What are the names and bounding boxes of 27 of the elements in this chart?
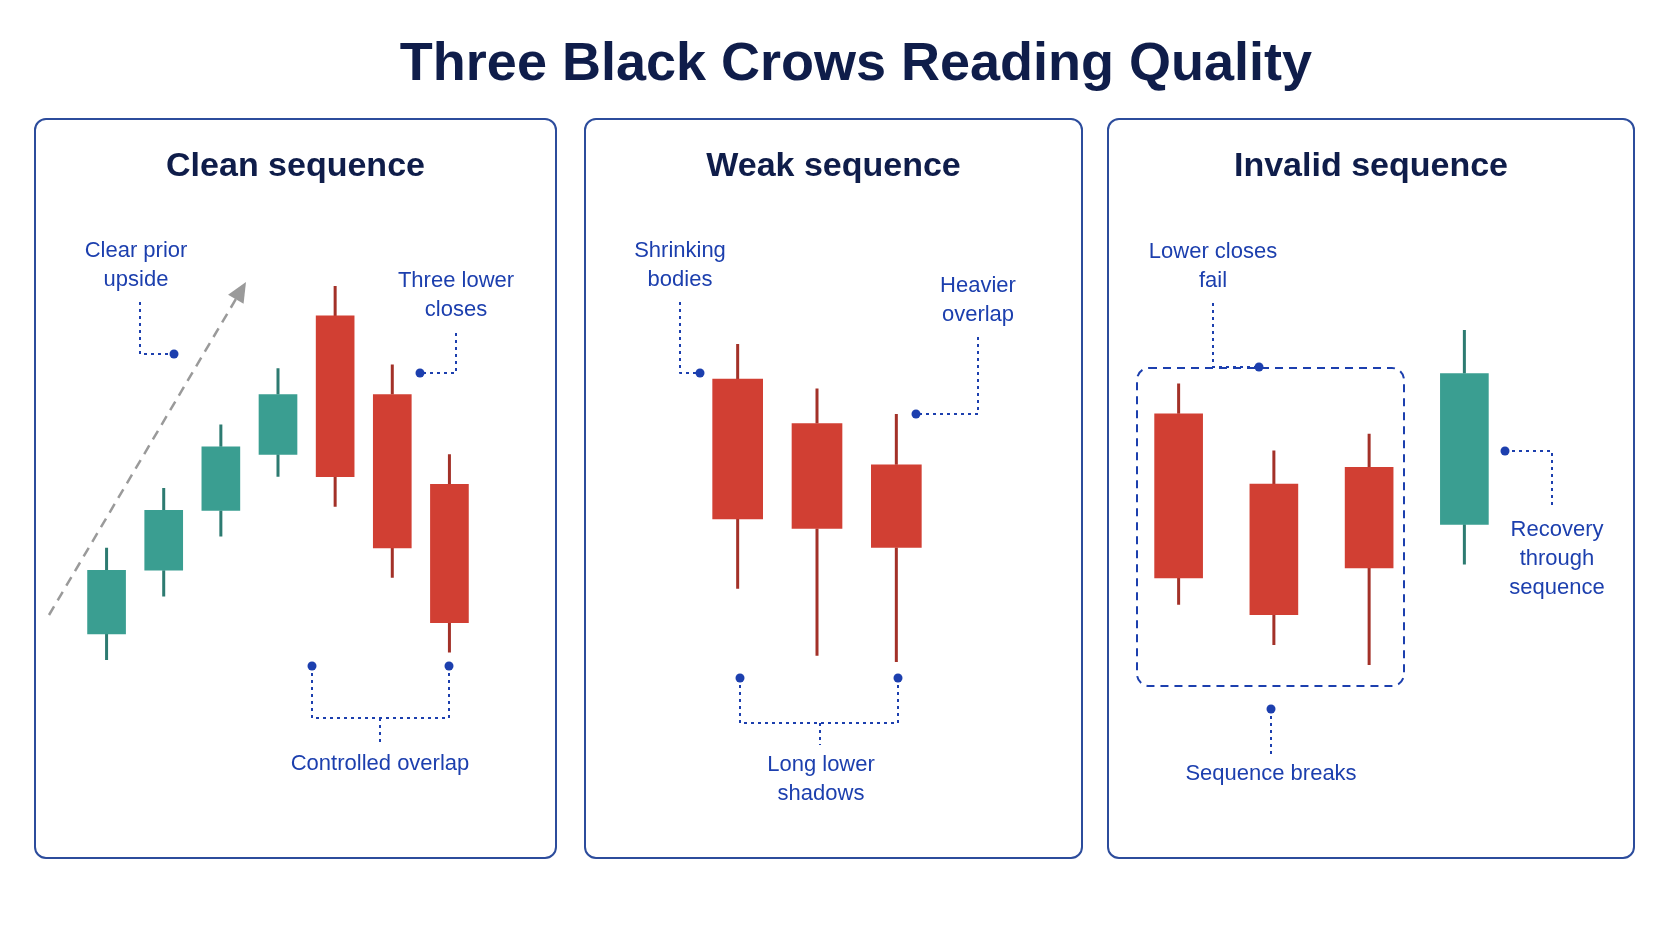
candlestick [712, 344, 763, 589]
candlestick [1440, 330, 1489, 565]
candlestick [258, 368, 298, 477]
candlestick [1249, 450, 1299, 645]
candlestick [1344, 433, 1394, 665]
candlestick [372, 364, 412, 578]
chart-subtitle: Clean sequence [166, 145, 425, 184]
chart-subtitle: Invalid sequence [1234, 145, 1508, 184]
candlestick [87, 547, 126, 660]
candlestick [1154, 383, 1203, 605]
text: Three Black Crows Reading Quality [398, 30, 1314, 93]
candlestick [430, 454, 469, 653]
candlestick [201, 424, 241, 537]
text: Heavier overlap [940, 272, 1016, 327]
text: Controlled overlap [290, 750, 470, 776]
text: Sequence breaks [1185, 760, 1357, 786]
chart-subtitle: Weak sequence [706, 145, 961, 184]
text: Long lower shadows [767, 751, 875, 806]
text: Shrinking bodies [634, 237, 726, 292]
candlestick [315, 286, 355, 507]
candlestick [791, 388, 843, 656]
annotation: Recovery through sequence [1509, 516, 1605, 600]
annotation: Three lower closes [397, 267, 515, 322]
annotation: Clear prior upside [84, 237, 188, 292]
candlestick [871, 413, 922, 662]
text: Lower closes fail [1148, 238, 1278, 293]
candlestick [144, 487, 184, 597]
